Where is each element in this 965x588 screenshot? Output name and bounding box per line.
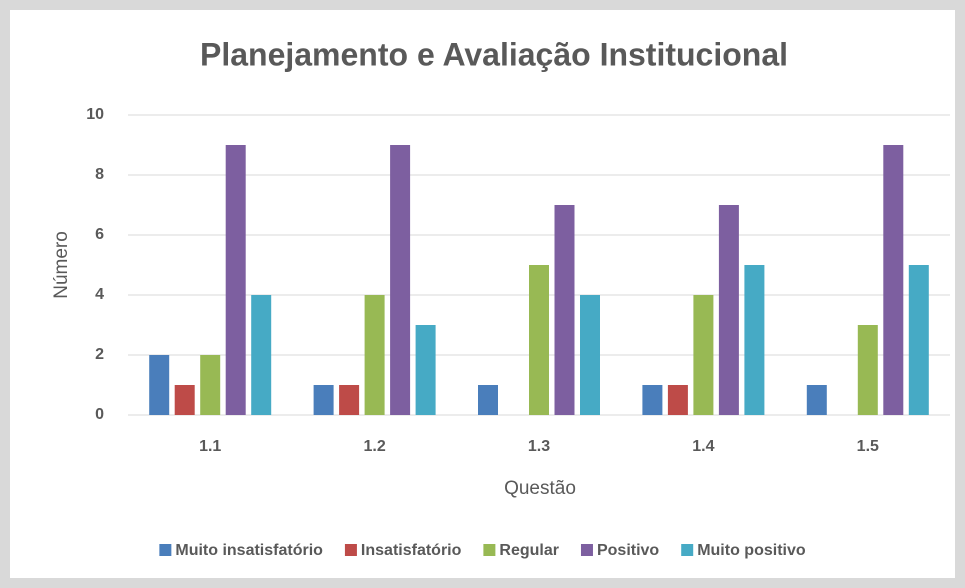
bar — [857, 325, 878, 415]
y-tick-label: 10 — [86, 106, 104, 123]
chart-title: Planejamento e Avaliação Institucional — [200, 36, 788, 72]
bar — [364, 295, 385, 415]
legend-swatch — [344, 544, 357, 556]
y-tick-label: 6 — [95, 226, 104, 243]
x-tick-label: 1.2 — [363, 438, 385, 455]
x-axis-label: Questão — [504, 478, 576, 499]
bar — [642, 385, 663, 415]
y-tick-label: 8 — [95, 166, 104, 183]
legend-item: Insatisfatório — [344, 542, 462, 559]
bar — [744, 265, 765, 415]
bar — [693, 295, 714, 415]
bar — [251, 295, 272, 415]
bar — [529, 265, 549, 415]
bar — [478, 385, 498, 415]
legend-item: Muito positivo — [681, 542, 806, 559]
bar — [667, 385, 688, 415]
y-tick-label: 0 — [95, 406, 104, 423]
legend-swatch — [483, 544, 496, 556]
bar — [718, 205, 739, 415]
legend-swatch — [159, 544, 172, 556]
legend-item: Positivo — [580, 542, 659, 559]
legend-label: Regular — [499, 542, 559, 559]
bar — [313, 385, 334, 415]
bar — [580, 295, 600, 415]
chart-area — [10, 10, 955, 578]
y-tick-label: 2 — [95, 346, 104, 363]
bar — [174, 385, 195, 415]
y-tick-label: 4 — [95, 286, 104, 303]
bar — [806, 385, 827, 415]
legend-item: Muito insatisfatório — [159, 542, 323, 559]
x-tick-label: 1.3 — [528, 438, 550, 455]
x-tick-label: 1.5 — [857, 438, 879, 455]
y-axis-label: Número — [51, 231, 72, 299]
bar — [149, 355, 170, 415]
legend-label: Positivo — [597, 542, 659, 559]
bar — [883, 145, 904, 415]
x-tick-label: 1.4 — [692, 438, 714, 455]
legend-label: Muito insatisfatório — [175, 542, 323, 559]
bar — [200, 355, 221, 415]
legend-swatch — [681, 544, 694, 556]
legend-label: Muito positivo — [697, 542, 806, 559]
bar — [908, 265, 929, 415]
legend-label: Insatisfatório — [361, 542, 462, 559]
x-tick-label: 1.1 — [199, 438, 221, 455]
bar — [390, 145, 411, 415]
bar — [554, 205, 575, 415]
bar — [225, 145, 246, 415]
bar — [415, 325, 436, 415]
bar — [339, 385, 360, 415]
legend-swatch — [580, 544, 593, 556]
legend-item: Regular — [483, 542, 559, 559]
